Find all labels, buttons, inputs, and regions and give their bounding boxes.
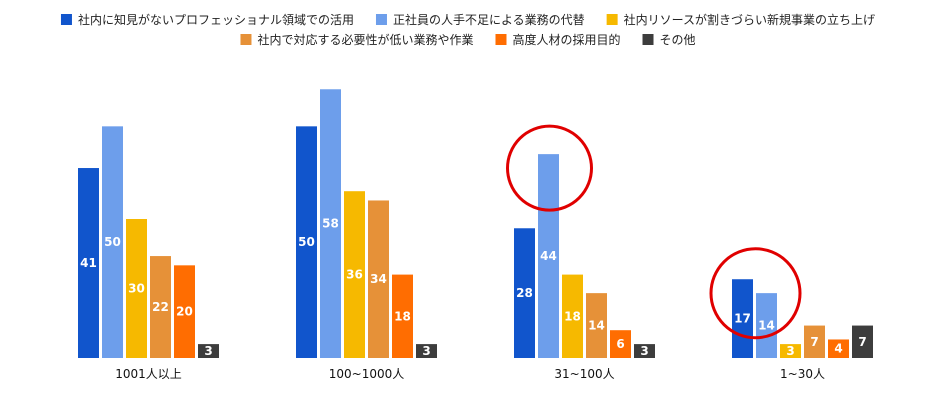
legend-swatch	[606, 14, 618, 25]
bar	[756, 293, 777, 358]
bar	[126, 219, 147, 358]
legend-item: 社内リソースが割きづらい新規事業の立ち上げ	[606, 12, 875, 27]
data-label: 6	[616, 337, 624, 351]
data-label: 30	[128, 282, 145, 296]
legend-row: 社内で対応する必要性が低い業務や作業 高度人材の採用目的 その他	[240, 32, 696, 47]
data-label: 50	[298, 235, 315, 249]
highlight-circle	[709, 247, 802, 340]
data-label: 7	[810, 335, 818, 349]
legend-swatch	[60, 14, 72, 25]
data-label: 3	[786, 344, 794, 358]
data-label: 20	[176, 305, 193, 319]
bar	[586, 293, 607, 358]
bar	[368, 200, 389, 358]
bar	[562, 274, 583, 358]
legend-item: 高度人材の採用目的	[495, 32, 621, 47]
legend-swatch	[495, 34, 507, 45]
bar	[392, 274, 413, 358]
legend-swatch	[375, 14, 387, 25]
bar	[198, 344, 219, 358]
data-label: 18	[394, 309, 411, 323]
data-label: 28	[516, 286, 533, 300]
bar	[102, 126, 123, 358]
category-label: 100~1000人	[329, 367, 405, 381]
legend-swatch	[240, 34, 252, 45]
category-group: 28 44 18 14 6 3	[514, 154, 655, 358]
data-label: 4	[834, 342, 842, 356]
data-label: 17	[734, 312, 751, 326]
category-group: 41 50 30 22 20 3	[78, 126, 219, 358]
category-label: 1~30人	[780, 367, 825, 381]
legend-item: 社内で対応する必要性が低い業務や作業	[240, 32, 473, 47]
legend: 社内に知見がないプロフェッショナル領域での活用 正社員の人手不足による業務の代替社…	[60, 12, 875, 47]
legend-item: 正社員の人手不足による業務の代替	[375, 12, 585, 27]
legend-label: その他	[660, 33, 696, 47]
bar	[634, 344, 655, 358]
bar	[344, 191, 365, 358]
category-group: 17 14 3 7 4 7	[732, 279, 873, 358]
bar	[320, 89, 341, 359]
data-label: 58	[322, 217, 339, 231]
legend-label: 社内リソースが割きづらい新規事業の立ち上げ	[624, 12, 875, 27]
bar	[78, 168, 99, 358]
data-label: 22	[152, 300, 169, 314]
legend-label: 社内に知見がないプロフェッショナル領域での活用	[78, 12, 354, 27]
legend-label: 高度人材の採用目的	[512, 32, 620, 47]
legend-item: その他	[642, 33, 696, 47]
data-label: 3	[422, 344, 430, 358]
highlight-circle	[506, 124, 593, 212]
data-label: 50	[104, 235, 121, 249]
legend-label: 正社員の人手不足による業務の代替	[393, 12, 585, 27]
legend-label: 社内で対応する必要性が低い業務や作業	[257, 32, 473, 47]
bar	[852, 325, 873, 358]
bar	[174, 265, 195, 358]
data-label: 18	[564, 309, 581, 323]
category-group: 50 58 36 34 18 3	[296, 89, 437, 358]
data-label: 14	[758, 319, 775, 333]
bar	[538, 154, 559, 358]
data-label: 7	[858, 335, 866, 349]
bar	[296, 126, 317, 358]
data-label: 3	[204, 344, 212, 358]
data-label: 3	[640, 344, 648, 358]
legend-row: 社内に知見がないプロフェッショナル領域での活用 正社員の人手不足による業務の代替 社…	[60, 12, 875, 27]
data-label: 44	[540, 249, 557, 263]
bar	[828, 339, 849, 358]
bar	[780, 344, 801, 358]
bar	[514, 228, 535, 358]
category-label: 31~100人	[554, 367, 614, 381]
annotations	[506, 124, 802, 340]
category-labels: 1001人以上 100~1000人 31~100人 1~30人	[115, 367, 825, 381]
bar	[610, 330, 631, 358]
bar	[804, 325, 825, 358]
bars: 41 50 30 22 20 3 50 58 36 34 18 3 28 44 18 14 6 3 17 14 3 7 4 7	[78, 89, 873, 358]
legend-swatch	[642, 34, 654, 45]
data-label: 41	[80, 256, 97, 270]
data-label: 36	[346, 268, 363, 282]
bar	[416, 344, 437, 358]
category-label: 1001人以上	[115, 367, 182, 381]
data-label: 14	[588, 319, 605, 333]
data-label: 34	[370, 272, 387, 286]
bar	[150, 256, 171, 358]
legend-item: 社内に知見がないプロフェッショナル領域での活用	[60, 12, 354, 27]
